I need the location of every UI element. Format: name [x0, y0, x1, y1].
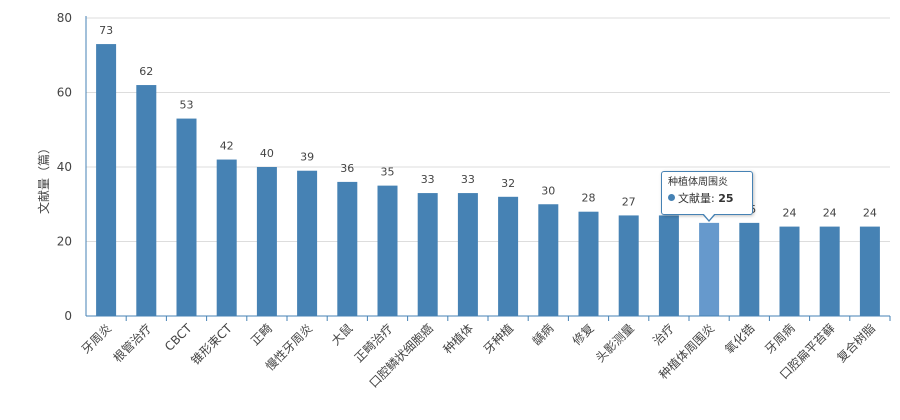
bar	[136, 85, 157, 316]
tooltip-series-label: 文献量	[678, 192, 711, 205]
data-label: 33	[421, 173, 435, 186]
bar	[538, 204, 559, 316]
x-tick-label: 大鼠	[329, 321, 356, 348]
x-tick-label: 正畸	[248, 321, 275, 348]
data-label-layer: 7362534240393635333332302827272525242424	[99, 24, 877, 220]
bar	[498, 196, 519, 316]
data-label: 39	[300, 151, 314, 164]
y-tick-label: 40	[57, 160, 72, 174]
tooltip: 种植体周围炎 文献量: 25	[661, 171, 753, 222]
data-label: 24	[823, 207, 837, 220]
bar	[779, 226, 800, 316]
y-axis-title: 文献量（篇）	[36, 142, 51, 214]
data-label: 30	[541, 184, 555, 197]
data-label: 24	[783, 207, 797, 220]
data-label: 32	[501, 177, 515, 190]
data-label: 28	[582, 192, 596, 205]
x-tick-label: 修复	[569, 321, 597, 349]
y-tick-label: 20	[57, 235, 72, 249]
data-label: 53	[180, 99, 194, 112]
tooltip-caret-inner	[703, 213, 715, 220]
x-tick-label: 治疗	[650, 321, 677, 348]
bar	[216, 159, 237, 316]
x-tick-label: 牙种植	[480, 321, 516, 357]
bar	[658, 215, 679, 316]
grid-layer	[86, 17, 890, 242]
x-tick-label: 龋病	[529, 321, 557, 349]
tooltip-row: 文献量: 25	[668, 190, 746, 208]
x-tick-label: 根管治疗	[110, 321, 155, 366]
tooltip-value: 25	[718, 192, 734, 205]
x-tick-label: CBCT	[162, 321, 195, 354]
bar	[337, 181, 358, 316]
y-tick-label: 80	[57, 11, 72, 25]
bar	[578, 211, 599, 316]
bar	[176, 118, 197, 316]
data-label: 33	[461, 173, 475, 186]
tooltip-series-dot-icon	[668, 194, 675, 201]
x-tick-label: 种植体	[440, 321, 476, 357]
data-label: 24	[863, 207, 877, 220]
data-label: 62	[139, 65, 153, 78]
data-label: 40	[260, 147, 274, 160]
bar	[417, 193, 438, 316]
bar	[819, 226, 840, 316]
tooltip-title: 种植体周围炎	[668, 177, 728, 188]
x-tick-label: 氧化锆	[722, 321, 757, 356]
bar	[618, 215, 639, 316]
tooltip-separator: :	[711, 192, 715, 205]
x-tick-label: 头影测量	[593, 321, 637, 365]
x-tick-label: 牙周炎	[79, 321, 114, 356]
data-label: 36	[340, 162, 354, 175]
bar	[699, 222, 720, 316]
data-label: 35	[381, 166, 395, 179]
x-tick-label: 复合树脂	[833, 321, 878, 366]
data-label: 42	[220, 140, 234, 153]
bar	[457, 193, 478, 316]
bar	[377, 185, 398, 316]
bar	[739, 222, 760, 316]
data-label: 27	[622, 195, 636, 208]
bar	[256, 167, 277, 316]
x-tick-label: 锥形束CT	[188, 321, 235, 368]
y-tick-label: 60	[57, 86, 72, 100]
data-label: 73	[99, 24, 113, 37]
bar-layer	[96, 44, 880, 316]
bar	[297, 170, 318, 316]
x-tick-label: 牙周病	[762, 321, 798, 357]
bar	[859, 226, 880, 316]
y-tick-label: 0	[64, 309, 72, 323]
bar	[96, 44, 117, 316]
